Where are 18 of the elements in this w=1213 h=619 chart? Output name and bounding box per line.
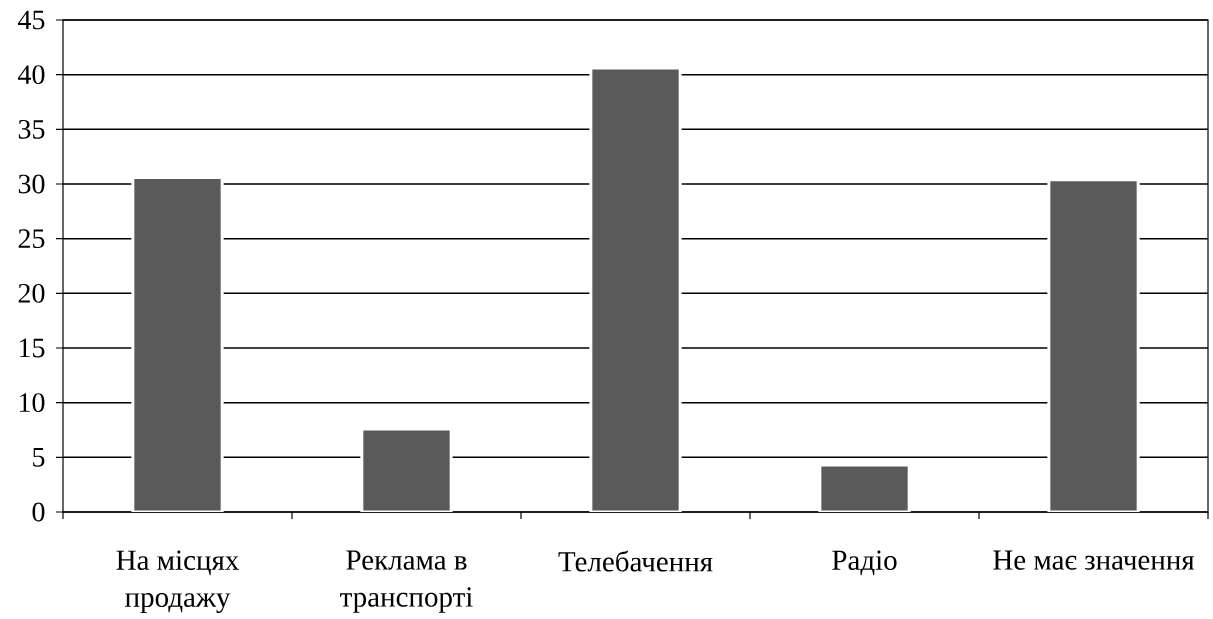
y-tick-label: 45	[18, 10, 45, 30]
x-tick-label: На місцях продажу	[116, 550, 239, 613]
y-tick-label: 10	[19, 393, 45, 413]
bar	[1047, 178, 1140, 512]
y-tick-label: 35	[18, 119, 45, 139]
y-tick-label: 20	[18, 283, 45, 303]
y-tick-label: 30	[18, 174, 45, 194]
x-tick-label: Реклама в транспорті	[340, 550, 473, 613]
y-tick-label: 25	[18, 229, 45, 249]
y-tick-label: 5	[33, 448, 45, 467]
bar	[360, 427, 453, 512]
y-tick-label: 40	[18, 65, 45, 85]
x-tick-label: Телебачення	[558, 550, 713, 572]
y-tick-label: 15	[19, 338, 45, 358]
bar	[818, 463, 911, 512]
x-tick-label: Радіо	[832, 550, 897, 576]
x-tick-label: Не має значення	[993, 550, 1195, 570]
y-tick-label: 0	[32, 502, 45, 522]
